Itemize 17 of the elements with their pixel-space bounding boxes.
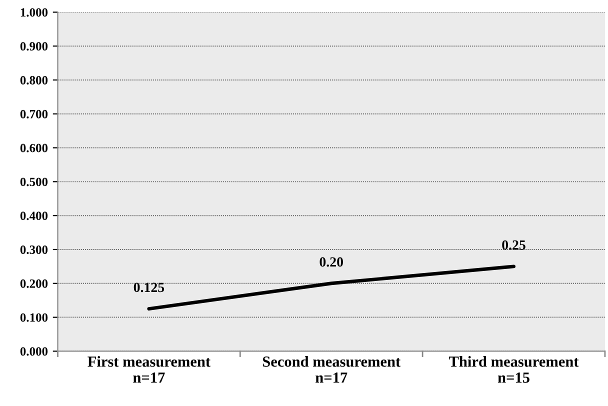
- x-tick-label: Third measurement n=15: [448, 356, 579, 383]
- y-tick-label: 0.600: [20, 144, 48, 152]
- y-tick-label: 0.300: [20, 246, 48, 254]
- y-tick-label: 0.500: [20, 178, 48, 186]
- y-tick-label: 0.000: [20, 347, 48, 356]
- x-tick-label: Second measurement n=17: [262, 356, 401, 383]
- y-tick-label: 0.400: [20, 212, 48, 220]
- y-tick-label: 0.800: [20, 76, 48, 84]
- y-tick-label: 0.200: [20, 279, 48, 288]
- data-label: 0.125: [134, 282, 164, 292]
- data-label: 0.20: [320, 257, 343, 267]
- data-label: 0.25: [502, 240, 526, 250]
- x-tick-label: First measurement n=17: [88, 356, 210, 383]
- y-tick-label: 0.700: [20, 110, 48, 118]
- y-tick-label: 0.100: [20, 313, 48, 322]
- y-tick-label: 1.000: [20, 8, 48, 17]
- y-tick-label: 0.900: [20, 42, 48, 51]
